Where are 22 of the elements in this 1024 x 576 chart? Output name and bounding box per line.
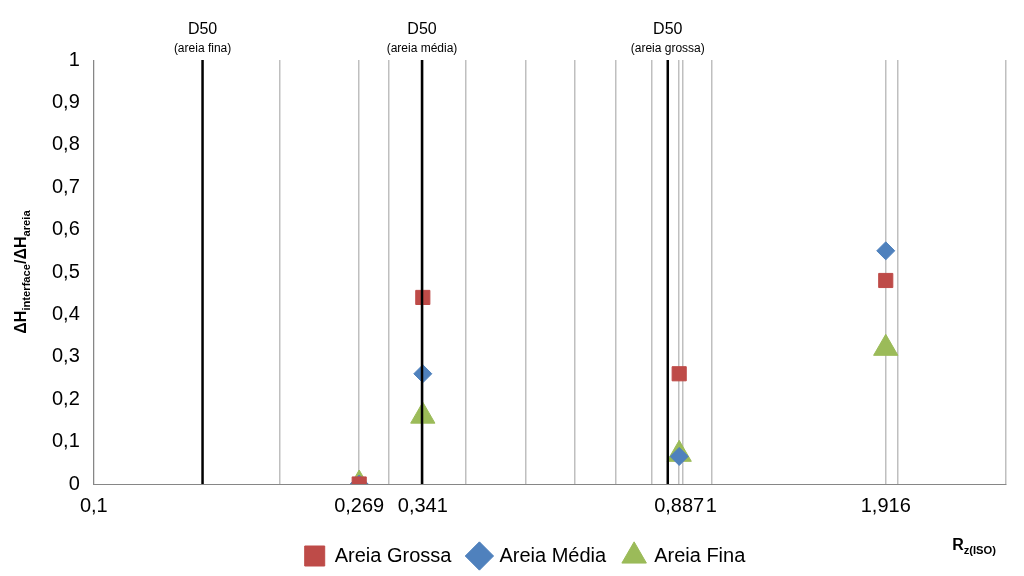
y-tick-label: 0,9 xyxy=(51,89,80,112)
x-tick-label: 0,887 xyxy=(654,493,705,516)
y-tick-label: 1 xyxy=(68,47,80,70)
legend-label: Areia Fina xyxy=(654,543,747,566)
y-tick-label: 0,1 xyxy=(51,429,80,452)
y-tick-label: 0,8 xyxy=(51,132,80,155)
x-tick-label: 0,269 xyxy=(334,493,385,516)
y-tick-label: 0,4 xyxy=(51,301,80,324)
x-tick-label: 1 xyxy=(705,493,717,516)
y-tick-label: 0,3 xyxy=(51,344,80,367)
y-tick-label: 0,7 xyxy=(51,174,80,197)
ref-line-label: D50 (areia fina) xyxy=(173,20,232,55)
legend-label: Areia Média xyxy=(499,543,608,566)
y-tick-label: 0,2 xyxy=(51,386,80,409)
x-tick-label: 0,341 xyxy=(397,493,448,516)
x-tick-label: 1,916 xyxy=(860,493,911,516)
y-tick-label: 0,6 xyxy=(51,217,80,240)
ref-line-label: D50 (areia média) xyxy=(386,20,458,55)
y-tick-label: 0 xyxy=(68,471,80,494)
legend-label: Areia Grossa xyxy=(334,543,453,566)
ref-line-label: D50 (areia grossa) xyxy=(630,20,705,55)
y-tick-label: 0,5 xyxy=(51,259,80,282)
